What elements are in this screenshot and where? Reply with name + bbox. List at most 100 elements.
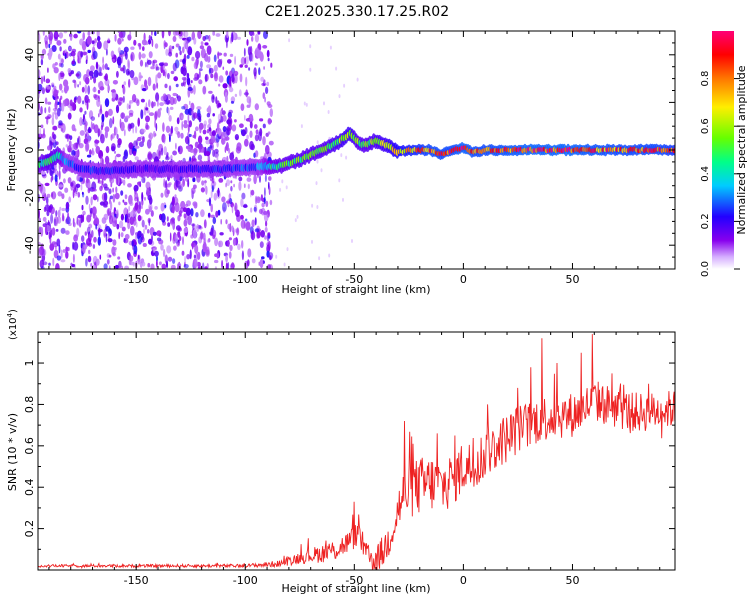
snr-xtick-label: -150: [124, 574, 149, 587]
spectrogram-noise-cell: [103, 229, 107, 238]
spectrogram-noise-cell: [134, 202, 139, 211]
spectrogram-noise-cell: [266, 49, 270, 58]
spectrogram-noise-cell: [146, 139, 152, 149]
spectrogram-noise-cell: [145, 208, 150, 215]
spectrogram-noise-cell: [205, 139, 211, 145]
spectrogram-noise-cell: [87, 128, 92, 134]
spectrogram-noise-cell: [176, 117, 180, 125]
spectrogram-noise-cell: [244, 138, 249, 147]
spectrogram-noise-cell: [141, 219, 145, 228]
spectrogram-noise-cell: [222, 114, 227, 122]
spectrogram-noise-cell: [100, 104, 102, 114]
spectrogram-noise-cell: [183, 264, 189, 269]
spectrogram-noise-cell: [178, 235, 182, 242]
spectrogram-noise-cell: [42, 31, 45, 36]
spectrogram-noise-cell: [179, 50, 182, 56]
spectrogram-noise-cell: [214, 259, 219, 264]
spectrogram-noise-cell: [71, 263, 76, 268]
spectrogram-noise-cell: [234, 55, 237, 65]
spectrogram-noise-cell: [204, 42, 209, 46]
spectrogram-noise-cell: [114, 150, 116, 154]
spectrogram-noise-cell: [120, 190, 124, 196]
spectrogram-noise-cell: [170, 125, 173, 135]
spectrogram-noise-cell: [132, 150, 137, 157]
spectrogram-noise-cell: [59, 83, 63, 91]
spectrogram-noise-cell: [198, 79, 203, 85]
spectrogram-noise-cell: [90, 262, 93, 267]
spectrogram-noise-cell: [113, 247, 117, 251]
spectrogram-noise-cell: [112, 58, 115, 62]
spectrogram-noise-cell: [39, 246, 45, 256]
spectrogram-noise-cell: [155, 74, 158, 84]
spectrogram-noise-cell: [218, 83, 221, 87]
spectrogram-noise-cell: [92, 50, 98, 60]
spectrogram-noise-cell: [42, 261, 48, 266]
spectrogram-noise-cell: [182, 236, 184, 246]
spectrogram-noise-cell: [65, 144, 69, 148]
spectrogram-noise-cell: [281, 179, 284, 184]
spectrogram-noise-cell: [154, 118, 156, 128]
spectrogram-noise-cell: [122, 64, 126, 74]
spectrogram-noise-cell: [144, 61, 147, 68]
snr-ytick-label: 0.4: [23, 478, 36, 496]
spectrogram-noise-cell: [107, 108, 113, 116]
spectrogram-noise-cell: [115, 186, 118, 194]
spectrogram-noise-cell: [296, 214, 299, 219]
spectrogram-noise-cell: [236, 227, 240, 236]
spectrogram-noise-cell: [148, 196, 153, 205]
spectrogram-noise-cell: [169, 232, 172, 242]
spectrogram-noise-cell: [309, 67, 312, 72]
spectrogram-noise-cell: [227, 223, 231, 230]
spectrogram-noise-cell: [153, 250, 159, 257]
spectrogram-noise-cell: [178, 31, 183, 37]
spectrogram-noise-cell: [242, 204, 248, 208]
spectrogram-noise-cell: [177, 215, 181, 222]
spectrogram-noise-cell: [175, 43, 180, 48]
spectrogram-noise-cell: [130, 210, 136, 218]
snr-ylabel: SNR (10 * v/v): [6, 413, 19, 491]
snr-series-line: [38, 334, 675, 570]
spectrogram-noise-cell: [169, 96, 175, 106]
spectrogram-noise-cell: [163, 135, 166, 145]
spectrogram-noise-cell: [124, 214, 127, 223]
spectrogram-noise-cell: [79, 81, 82, 86]
spectrogram-noise-cell: [75, 73, 80, 77]
spectrogram-noise-cell: [240, 198, 244, 208]
spectrogram-noise-cell: [254, 134, 259, 142]
spectrogram-noise-cell: [173, 245, 177, 251]
spectrogram-noise-cell: [142, 136, 145, 143]
spectrogram-noise-cell: [164, 42, 168, 48]
spectrogram-noise-cell: [164, 62, 168, 67]
spectrogram-noise-cell: [84, 94, 89, 104]
spectrogram-noise-cell: [225, 142, 229, 152]
spectrogram-noise-cell: [123, 237, 126, 243]
spectrogram-noise-cell: [128, 142, 134, 150]
spectrogram-noise-cell: [206, 64, 212, 69]
spectrogram-noise-cell: [198, 146, 202, 154]
spectrogram-noise-cell: [249, 121, 253, 129]
spectrogram-noise-cell: [48, 52, 52, 61]
spectrogram-noise-cell: [174, 233, 179, 243]
spectrogram-noise-cell: [56, 40, 62, 46]
spectrogram-noise-cell: [187, 139, 190, 146]
spectrogram-noise-cell: [179, 213, 182, 217]
spectrogram-noise-cell: [176, 242, 180, 247]
spectrogram-noise-cell: [316, 159, 319, 164]
spectrogram-noise-cell: [202, 129, 207, 135]
spectrogram-noise-cell: [79, 130, 85, 136]
spectrogram-noise-cell: [40, 171, 46, 175]
snr-ticks: -150 -100 -50 0 50 0.2 0.4 0.6 0.8 1: [23, 332, 675, 587]
spectrogram-noise-cell: [252, 32, 255, 36]
spectrogram-noise-cell: [221, 196, 226, 203]
spectrogram-noise-cell: [193, 130, 197, 140]
spectrogram-noise-cell: [165, 100, 170, 105]
spectrogram-noise-cell: [67, 177, 72, 184]
spectrogram-noise-cell: [40, 58, 44, 66]
spectrogram-noise-cell: [130, 122, 135, 129]
spectrogram-noise-cell: [103, 213, 109, 220]
spectrogram-noise-cell: [143, 228, 145, 235]
spectrogram-noise-cell: [114, 192, 120, 200]
spectrogram-noise-cell: [150, 263, 155, 269]
spectrogram-noise-cell: [258, 67, 261, 76]
